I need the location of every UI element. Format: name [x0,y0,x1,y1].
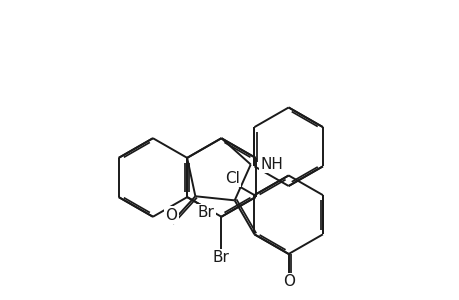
Text: NH: NH [260,157,283,172]
Text: Br: Br [197,205,214,220]
Text: O: O [282,274,294,289]
Text: Br: Br [213,250,230,265]
Text: O: O [165,208,177,223]
Text: Cl: Cl [225,171,240,186]
